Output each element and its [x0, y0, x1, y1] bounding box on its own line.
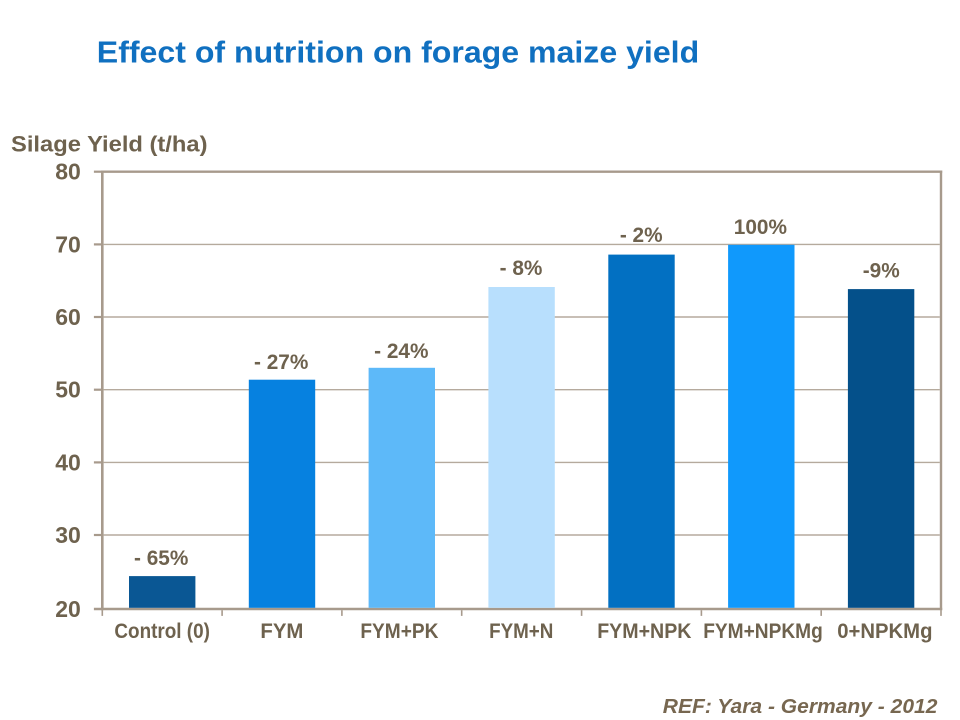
svg-text:Effect of nutrition on forage: Effect of nutrition on forage maize yiel… — [97, 35, 699, 70]
svg-text:FYM+NPKMg: FYM+NPKMg — [703, 620, 823, 643]
svg-text:-9%: -9% — [863, 259, 900, 282]
svg-text:80: 80 — [55, 159, 81, 185]
svg-text:Silage Yield (t/ha): Silage Yield (t/ha) — [11, 131, 208, 156]
svg-text:- 2%: - 2% — [620, 224, 663, 247]
svg-text:FYM+PK: FYM+PK — [360, 620, 438, 643]
svg-text:FYM: FYM — [260, 620, 303, 643]
svg-text:FYM+N: FYM+N — [489, 620, 553, 643]
svg-text:FYM+NPK: FYM+NPK — [597, 620, 691, 643]
svg-text:20: 20 — [55, 596, 81, 622]
svg-text:100%: 100% — [734, 216, 787, 239]
svg-text:70: 70 — [55, 231, 81, 257]
svg-text:- 24%: - 24% — [374, 340, 428, 363]
svg-text:- 8%: - 8% — [500, 257, 543, 280]
svg-text:30: 30 — [55, 522, 81, 548]
svg-text:- 65%: - 65% — [134, 547, 188, 570]
svg-text:60: 60 — [55, 304, 81, 330]
svg-text:REF: Yara - Germany - 2012: REF: Yara - Germany - 2012 — [663, 695, 938, 718]
svg-text:50: 50 — [55, 377, 81, 403]
svg-text:40: 40 — [55, 449, 81, 475]
svg-text:- 27%: - 27% — [254, 351, 308, 374]
svg-text:0+NPKMg: 0+NPKMg — [837, 620, 932, 643]
svg-text:Control (0): Control (0) — [114, 620, 210, 643]
